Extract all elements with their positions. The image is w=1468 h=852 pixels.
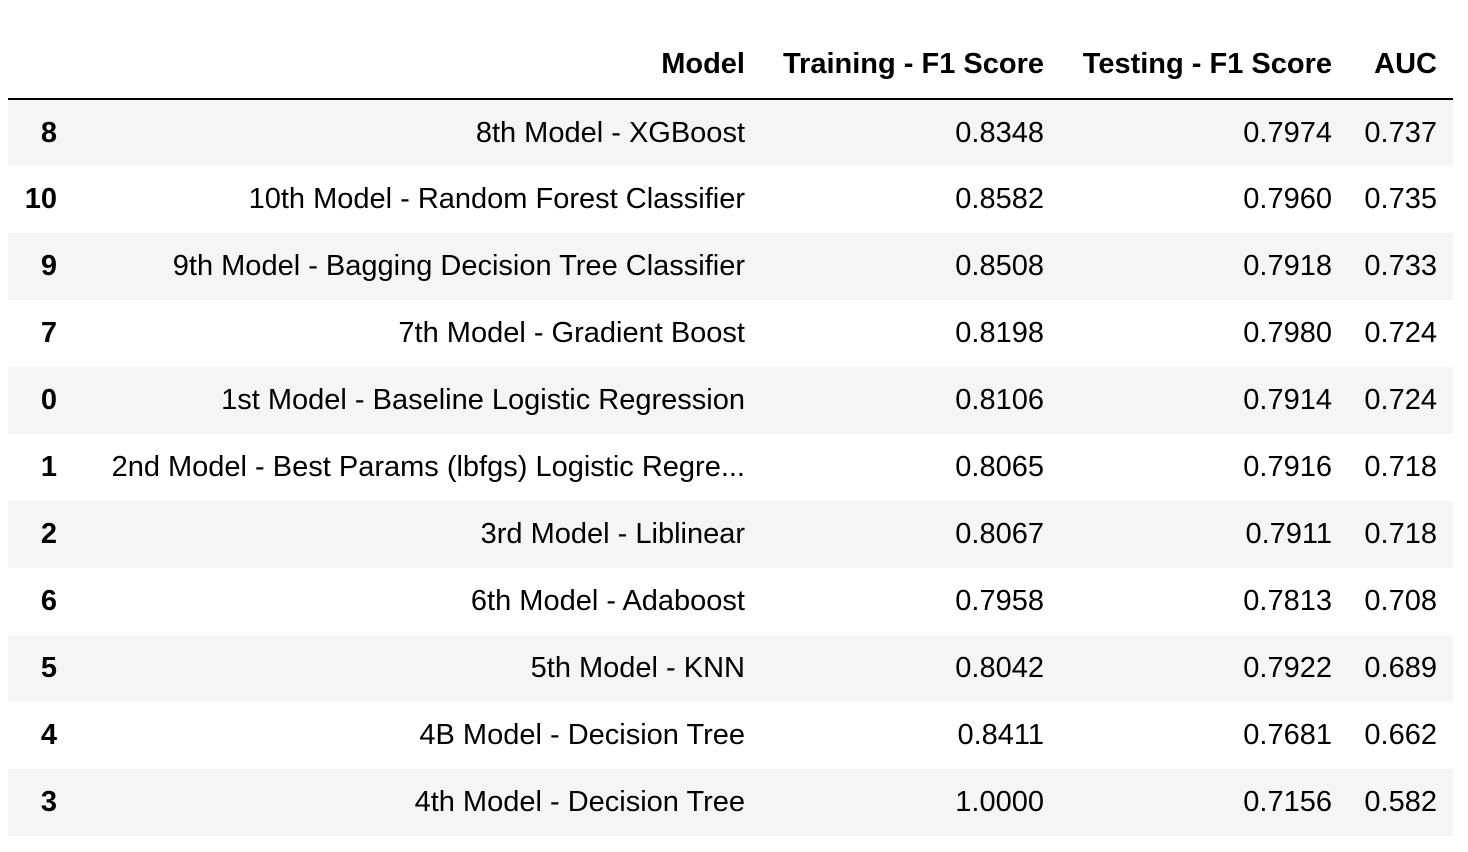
cell-training-f1: 0.8411 [957,719,1044,751]
cell-auc: 0.737 [1364,116,1437,149]
cell-model: 6th Model - Adaboost [470,585,745,617]
cell-model: 10th Model - Random Forest Classifier [248,183,745,215]
cell-testing-f1: 0.7911 [1245,518,1332,550]
table-header: Model Training - F1 Score Testing - F1 S… [8,30,1453,100]
header-row: Model Training - F1 Score Testing - F1 S… [8,30,1453,100]
cell-training-f1: 1.0000 [955,786,1044,818]
header-auc: AUC [1348,30,1453,100]
table-row: 1 2nd Model - Best Params (lbfgs) Logist… [8,434,1453,501]
row-index: 4 [40,719,57,751]
cell-auc: 0.708 [1364,585,1437,617]
cell-testing-f1: 0.7916 [1243,451,1332,483]
cell-auc: 0.733 [1364,250,1437,282]
table-row: 10 10th Model - Random Forest Classifier… [8,166,1453,233]
cell-auc: 0.662 [1364,719,1437,751]
row-index: 5 [40,652,57,684]
table-row: 9 9th Model - Bagging Decision Tree Clas… [8,233,1453,300]
cell-testing-f1: 0.7813 [1243,585,1332,617]
cell-auc: 0.718 [1364,518,1437,550]
table-row: 2 3rd Model - Liblinear 0.8067 0.7911 0.… [8,501,1453,568]
cell-testing-f1: 0.7918 [1243,250,1332,282]
cell-model: 8th Model - XGBoost [475,116,745,149]
cell-testing-f1: 0.7974 [1243,116,1332,149]
cell-testing-f1: 0.7960 [1243,183,1332,215]
cell-model: 9th Model - Bagging Decision Tree Classi… [172,250,745,282]
table-row: 0 1st Model - Baseline Logistic Regressi… [8,367,1453,434]
header-training-f1: Training - F1 Score [761,30,1060,100]
cell-training-f1: 0.8042 [955,652,1044,684]
cell-model: 2nd Model - Best Params (lbfgs) Logistic… [111,451,745,483]
row-index: 9 [40,250,57,282]
cell-testing-f1: 0.7922 [1243,652,1332,684]
cell-training-f1: 0.8106 [955,384,1044,416]
row-index: 1 [40,451,57,483]
cell-model: 4th Model - Decision Tree [414,786,745,818]
table-row: 4 4B Model - Decision Tree 0.8411 0.7681… [8,702,1453,769]
cell-model: 7th Model - Gradient Boost [398,317,745,349]
cell-model: 1st Model - Baseline Logistic Regression [221,384,745,416]
header-testing-f1: Testing - F1 Score [1060,30,1348,100]
table-row: 7 7th Model - Gradient Boost 0.8198 0.79… [8,300,1453,367]
table-row: 5 5th Model - KNN 0.8042 0.7922 0.689 [8,635,1453,702]
row-index: 8 [40,116,57,149]
row-index: 3 [40,786,57,818]
row-index: 10 [24,183,57,215]
cell-training-f1: 0.8508 [955,250,1044,282]
cell-training-f1: 0.8065 [955,451,1044,483]
cell-training-f1: 0.8198 [955,317,1044,349]
header-model: Model [73,30,761,100]
cell-testing-f1: 0.7980 [1243,317,1332,349]
cell-auc: 0.724 [1364,384,1437,416]
cell-auc: 0.718 [1364,451,1437,483]
dataframe-output: Model Training - F1 Score Testing - F1 S… [8,30,1453,836]
table-row: 3 4th Model - Decision Tree 1.0000 0.715… [8,769,1453,836]
cell-training-f1: 0.8348 [955,116,1044,149]
cell-auc: 0.582 [1364,786,1437,818]
row-index: 0 [40,384,57,416]
cell-auc: 0.735 [1364,183,1437,215]
row-index: 7 [40,317,57,349]
row-index: 6 [40,585,57,617]
header-index [8,30,73,100]
cell-auc: 0.724 [1364,317,1437,349]
cell-training-f1: 0.8582 [955,183,1044,215]
cell-model: 3rd Model - Liblinear [480,518,745,550]
table-body: 8 8th Model - XGBoost 0.8348 0.7974 0.73… [8,99,1453,836]
cell-model: 5th Model - KNN [530,652,745,684]
cell-testing-f1: 0.7156 [1243,786,1332,818]
cell-training-f1: 0.7958 [955,585,1044,617]
cell-model: 4B Model - Decision Tree [419,719,745,751]
cell-testing-f1: 0.7914 [1243,384,1332,416]
cell-testing-f1: 0.7681 [1243,719,1332,751]
row-index: 2 [40,518,57,550]
cell-training-f1: 0.8067 [955,518,1044,550]
cell-auc: 0.689 [1364,652,1437,684]
table-row: 8 8th Model - XGBoost 0.8348 0.7974 0.73… [8,99,1453,166]
results-table: Model Training - F1 Score Testing - F1 S… [8,30,1453,836]
table-row: 6 6th Model - Adaboost 0.7958 0.7813 0.7… [8,568,1453,635]
